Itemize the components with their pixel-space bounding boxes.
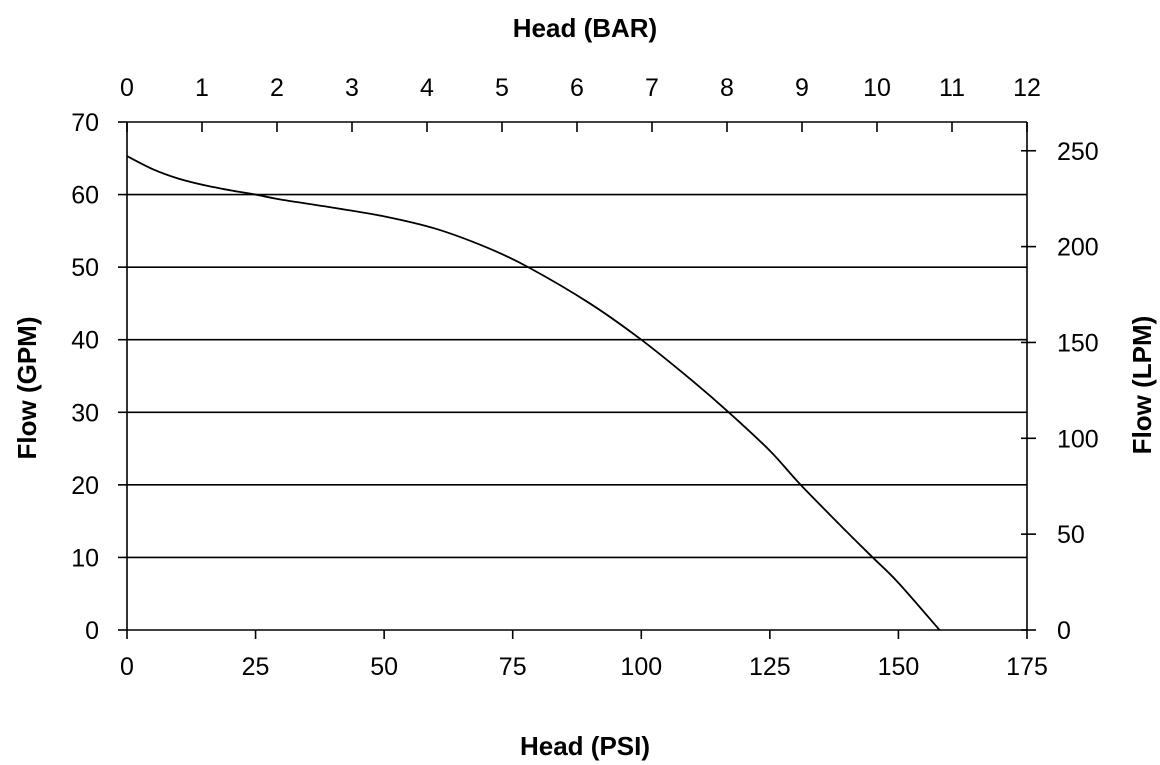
series-layer	[126, 155, 941, 631]
x-tick-label-top: 1	[195, 74, 209, 102]
y-tick-label-left: 70	[71, 109, 99, 137]
x-tick-label-bottom: 75	[499, 653, 527, 681]
x-tick-label-bottom: 25	[242, 653, 270, 681]
y-axis-title-left: Flow (GPM)	[12, 317, 42, 460]
x-tick-label-bottom: 150	[878, 653, 920, 681]
x-tick-label-top: 4	[420, 74, 434, 102]
x-tick-label-top: 2	[270, 74, 284, 102]
x-tick-label-top: 6	[570, 74, 584, 102]
y-tick-label-left: 30	[71, 399, 99, 427]
x-tick-label-top: 12	[1013, 74, 1041, 102]
y-tick-label-left: 20	[71, 472, 99, 500]
x-tick-label-top: 11	[939, 74, 965, 102]
x-tick-label-top: 0	[120, 74, 134, 102]
y-tick-label-right: 100	[1057, 425, 1099, 453]
flow-curve-line-0	[126, 155, 941, 631]
x-tick-label-top: 8	[720, 74, 734, 102]
y-axis-title-right: Flow (LPM)	[1127, 316, 1157, 455]
x-axis-title-bottom: Head (PSI)	[520, 731, 650, 761]
y-tick-label-left: 60	[71, 182, 99, 210]
x-tick-label-bottom: 50	[370, 653, 398, 681]
x-tick-label-top: 7	[645, 74, 659, 102]
y-tick-label-left: 0	[85, 617, 99, 645]
ticks	[118, 121, 1036, 639]
x-tick-label-bottom: 100	[620, 653, 662, 681]
y-tick-label-right: 150	[1057, 329, 1099, 357]
gridlines	[127, 193, 1027, 559]
x-tick-label-top: 3	[345, 74, 359, 102]
x-tick-label-bottom: 0	[120, 653, 134, 681]
y-tick-label-left: 40	[71, 327, 99, 355]
x-tick-label-top: 5	[495, 74, 509, 102]
x-tick-label-top: 9	[795, 74, 809, 102]
y-tick-label-right: 50	[1057, 521, 1085, 549]
y-tick-label-left: 50	[71, 254, 99, 282]
x-tick-label-bottom: 175	[1006, 653, 1048, 681]
axes	[126, 121, 1028, 631]
y-tick-label-right: 250	[1057, 138, 1099, 166]
x-tick-label-bottom: 125	[749, 653, 791, 681]
y-tick-label-left: 10	[71, 544, 99, 572]
y-tick-label-right: 200	[1057, 234, 1099, 262]
x-axis-title-top: Head (BAR)	[513, 13, 657, 43]
x-tick-label-top: 10	[863, 74, 891, 102]
y-tick-label-right: 0	[1057, 617, 1071, 645]
